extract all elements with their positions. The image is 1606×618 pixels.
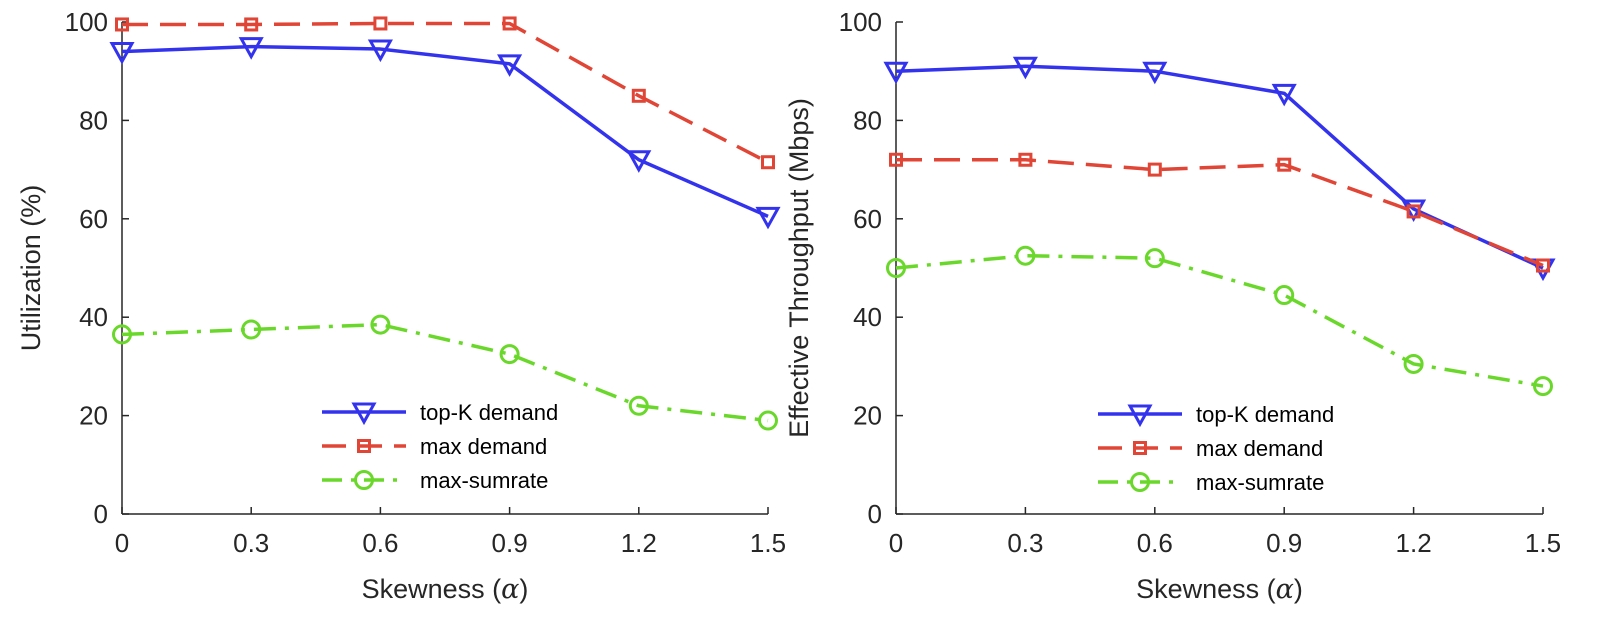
series-line-top-k-demand bbox=[121, 44, 769, 218]
data-point bbox=[628, 395, 649, 416]
y-tick-label: 40 bbox=[79, 302, 108, 332]
data-point bbox=[755, 206, 781, 230]
data-point bbox=[758, 410, 778, 431]
data-point bbox=[499, 344, 520, 365]
y-axis-label: Utilization (%) bbox=[16, 185, 46, 352]
data-point bbox=[1144, 248, 1165, 269]
series-top-k-demand bbox=[109, 37, 781, 230]
data-point bbox=[626, 150, 652, 173]
y-tick-label: 40 bbox=[853, 302, 882, 332]
x-tick-label: 0.3 bbox=[1007, 528, 1043, 558]
x-tick-label: 1.5 bbox=[750, 528, 786, 558]
legend-marker-max-demand bbox=[357, 439, 371, 453]
x-axis-label-text: Skewness ( bbox=[362, 574, 502, 604]
x-tick-label: 1.5 bbox=[1525, 528, 1561, 558]
legend-marker-max-sumrate bbox=[354, 470, 374, 490]
legend-label-max-sumrate: max-sumrate bbox=[1196, 470, 1324, 495]
series-max-sumrate bbox=[112, 314, 778, 431]
data-point bbox=[241, 319, 262, 340]
data-point bbox=[109, 42, 135, 65]
y-tick-label: 60 bbox=[79, 204, 108, 234]
y-tick-label: 60 bbox=[853, 204, 882, 234]
data-point bbox=[115, 17, 129, 32]
data-point bbox=[761, 155, 775, 170]
legend: top-K demand max demand max-sumrate bbox=[322, 400, 558, 493]
series-line-max-demand bbox=[122, 21, 769, 164]
data-point bbox=[112, 324, 132, 345]
y-tick-label: 20 bbox=[79, 401, 108, 431]
legend-label-max-demand: max demand bbox=[420, 434, 547, 459]
y-tick-label: 0 bbox=[868, 499, 882, 529]
data-point bbox=[631, 88, 646, 103]
series-line-max-sumrate bbox=[121, 322, 769, 423]
x-tick-label: 1.2 bbox=[621, 528, 657, 558]
series-max-sumrate bbox=[886, 245, 1553, 397]
legend-marker-max-sumrate bbox=[1130, 472, 1150, 492]
legend-label-max-demand: max demand bbox=[1196, 436, 1323, 461]
y-tick-label: 80 bbox=[853, 105, 882, 135]
x-tick-label: 0 bbox=[115, 528, 129, 558]
data-point bbox=[373, 16, 388, 31]
utilization-chart: 0 0.3 0.6 0.9 1.2 1.5 0 20 40 60 80 100 Skewness (α)… bbox=[16, 7, 786, 605]
data-point bbox=[1403, 353, 1424, 374]
x-tick-label: 0.9 bbox=[1266, 528, 1302, 558]
data-point bbox=[1274, 285, 1295, 306]
series-line-max-sumrate bbox=[895, 253, 1544, 388]
data-point bbox=[244, 17, 259, 32]
x-axis-label-close: ) bbox=[1294, 574, 1303, 604]
y-tick-label: 80 bbox=[79, 105, 108, 135]
series-max-demand bbox=[115, 16, 775, 170]
y-axis-label: Effective Throughput (Mbps) bbox=[784, 98, 814, 438]
data-point bbox=[1536, 258, 1550, 273]
y-tick-label: 20 bbox=[853, 401, 882, 431]
legend-label-top-k-demand: top-K demand bbox=[1196, 402, 1334, 427]
data-point bbox=[238, 37, 264, 60]
data-point bbox=[1012, 56, 1038, 80]
x-tick-label: 1.2 bbox=[1396, 528, 1432, 558]
data-point bbox=[497, 54, 523, 77]
data-point bbox=[1015, 245, 1036, 266]
data-point bbox=[367, 39, 393, 63]
throughput-chart: 0 0.3 0.6 0.9 1.2 1.5 0 20 40 60 80 100 Skewness (α)… bbox=[784, 7, 1561, 605]
data-point bbox=[1277, 157, 1292, 172]
data-point bbox=[1147, 162, 1162, 177]
legend-label-max-sumrate: max-sumrate bbox=[420, 468, 548, 493]
legend: top-K demand max demand max-sumrate bbox=[1098, 402, 1334, 495]
x-axis-label: Skewness (α) bbox=[1136, 574, 1303, 605]
x-tick-label: 0.3 bbox=[233, 528, 269, 558]
series-line-max-demand bbox=[896, 158, 1544, 268]
x-tick-label: 0.6 bbox=[362, 528, 398, 558]
legend-marker-top-k-demand bbox=[351, 402, 377, 426]
data-point bbox=[370, 314, 391, 335]
legend-label-top-k-demand: top-K demand bbox=[420, 400, 558, 425]
x-axis-label-text: Skewness ( bbox=[1136, 574, 1276, 604]
data-point bbox=[1018, 152, 1033, 167]
y-tick-label: 100 bbox=[839, 7, 882, 37]
data-point bbox=[1142, 61, 1168, 85]
data-point bbox=[502, 16, 517, 31]
data-point bbox=[886, 258, 906, 278]
series-max-demand bbox=[889, 152, 1550, 273]
data-point bbox=[883, 61, 909, 85]
x-tick-label: 0.9 bbox=[492, 528, 528, 558]
y-tick-label: 0 bbox=[94, 499, 108, 529]
y-tick-label: 100 bbox=[65, 7, 108, 37]
legend-marker-top-k-demand bbox=[1127, 404, 1153, 428]
data-point bbox=[889, 152, 903, 167]
data-point bbox=[1533, 376, 1553, 397]
x-axis-label-close: ) bbox=[519, 574, 528, 604]
legend-marker-max-demand bbox=[1133, 441, 1147, 455]
x-axis-label: Skewness (α) bbox=[362, 574, 529, 605]
x-axis-label-symbol: α bbox=[501, 574, 519, 605]
data-point bbox=[1406, 204, 1421, 219]
x-tick-label: 0.6 bbox=[1137, 528, 1173, 558]
x-axis-label-symbol: α bbox=[1276, 574, 1294, 605]
data-point bbox=[1271, 83, 1297, 107]
x-tick-label: 0 bbox=[889, 528, 903, 558]
